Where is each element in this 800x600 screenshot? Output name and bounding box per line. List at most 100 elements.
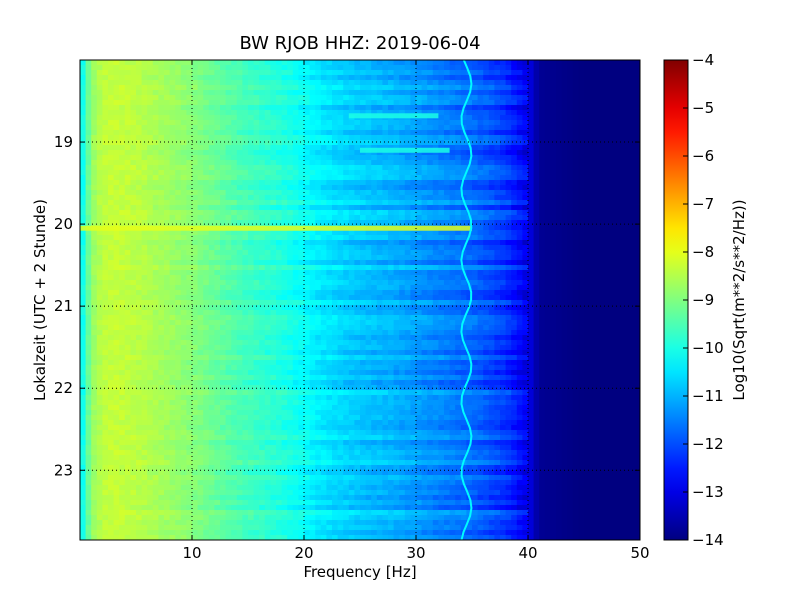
heatmap-cell xyxy=(567,70,574,76)
heatmap-cell xyxy=(320,170,327,176)
heatmap-cell xyxy=(449,190,456,196)
heatmap-cell xyxy=(259,240,266,246)
heatmap-cell xyxy=(550,270,557,276)
heatmap-cell xyxy=(371,160,378,166)
heatmap-cell xyxy=(242,90,249,96)
heatmap-cell xyxy=(449,205,456,211)
heatmap-cell xyxy=(550,235,557,241)
heatmap-cell xyxy=(388,280,395,286)
heatmap-cell xyxy=(628,175,635,181)
heatmap-cell xyxy=(623,70,630,76)
heatmap-cell xyxy=(192,265,199,271)
heatmap-cell xyxy=(544,100,551,106)
heatmap-cell xyxy=(337,295,344,301)
heatmap-cell xyxy=(477,150,484,156)
heatmap-cell xyxy=(382,245,389,251)
heatmap-cell xyxy=(158,65,165,71)
heatmap-cell xyxy=(186,220,193,226)
heatmap-cell xyxy=(472,140,479,146)
heatmap-cell xyxy=(623,160,630,166)
heatmap-cell xyxy=(108,120,115,126)
heatmap-cell xyxy=(270,205,277,211)
heatmap-cell xyxy=(472,215,479,221)
heatmap-cell xyxy=(152,200,159,206)
heatmap-cell xyxy=(595,140,602,146)
heatmap-cell xyxy=(276,295,283,301)
heatmap-cell xyxy=(220,230,227,236)
heatmap-cell xyxy=(460,95,467,101)
heatmap-cell xyxy=(544,190,551,196)
heatmap-cell xyxy=(404,230,411,236)
heatmap-cell xyxy=(80,95,87,101)
heatmap-cell xyxy=(522,105,529,111)
heatmap-cell xyxy=(539,105,546,111)
heatmap-cell xyxy=(505,60,512,66)
heatmap-cell xyxy=(623,125,630,131)
heatmap-cell xyxy=(259,195,266,201)
heatmap-cell xyxy=(623,185,630,191)
heatmap-cell xyxy=(225,130,232,136)
heatmap-cell xyxy=(600,150,607,156)
heatmap-cell xyxy=(337,255,344,261)
heatmap-cell xyxy=(466,180,473,186)
heatmap-cell xyxy=(483,170,490,176)
heatmap-cell xyxy=(505,250,512,256)
heatmap-cell xyxy=(203,280,210,286)
heatmap-cell xyxy=(220,290,227,296)
heatmap-cell xyxy=(634,275,640,281)
heatmap-cell xyxy=(276,135,283,141)
heatmap-cell xyxy=(516,165,523,171)
heatmap-cell xyxy=(584,80,591,86)
heatmap-cell xyxy=(477,290,484,296)
heatmap-cell xyxy=(399,125,406,131)
heatmap-cell xyxy=(320,90,327,96)
heatmap-cell xyxy=(214,195,221,201)
heatmap-cell xyxy=(130,270,137,276)
heatmap-cell xyxy=(253,115,260,121)
heatmap-cell xyxy=(242,75,249,81)
heatmap-cell xyxy=(113,275,120,281)
heatmap-cell xyxy=(472,75,479,81)
heatmap-cell xyxy=(595,290,602,296)
heatmap-cell xyxy=(337,210,344,216)
heatmap-cell xyxy=(354,90,361,96)
heatmap-cell xyxy=(595,120,602,126)
heatmap-cell xyxy=(220,295,227,301)
heatmap-cell xyxy=(393,120,400,126)
heatmap-cell xyxy=(410,255,417,261)
heatmap-cell xyxy=(567,135,574,141)
heatmap-cell xyxy=(617,90,624,96)
heatmap-cell xyxy=(287,85,294,91)
heatmap-cell xyxy=(617,230,624,236)
heatmap-cell xyxy=(472,285,479,291)
heatmap-cell xyxy=(494,110,501,116)
heatmap-cell xyxy=(494,75,501,81)
heatmap-cell xyxy=(556,280,563,286)
heatmap-cell xyxy=(421,280,428,286)
heatmap-cell xyxy=(522,180,529,186)
heatmap-cell xyxy=(494,90,501,96)
heatmap-cell xyxy=(270,135,277,141)
heatmap-cell xyxy=(113,270,120,276)
heatmap-cell xyxy=(136,175,143,181)
heatmap-cell xyxy=(393,135,400,141)
heatmap-cell xyxy=(141,280,148,286)
heatmap-cell xyxy=(617,95,624,101)
heatmap-cell xyxy=(304,190,311,196)
heatmap-cell xyxy=(253,190,260,196)
heatmap-cell xyxy=(292,240,299,246)
heatmap-cell xyxy=(416,190,423,196)
heatmap-cell xyxy=(600,275,607,281)
heatmap-cell xyxy=(248,65,255,71)
heatmap-cell xyxy=(371,200,378,206)
heatmap-cell xyxy=(556,285,563,291)
heatmap-cell xyxy=(231,285,238,291)
heatmap-cell xyxy=(136,215,143,221)
heatmap-cell xyxy=(612,285,619,291)
heatmap-cell xyxy=(393,265,400,271)
heatmap-cell xyxy=(175,255,182,261)
heatmap-cell xyxy=(528,85,535,91)
heatmap-cell xyxy=(455,120,462,126)
heatmap-cell xyxy=(164,175,171,181)
heatmap-cell xyxy=(449,65,456,71)
